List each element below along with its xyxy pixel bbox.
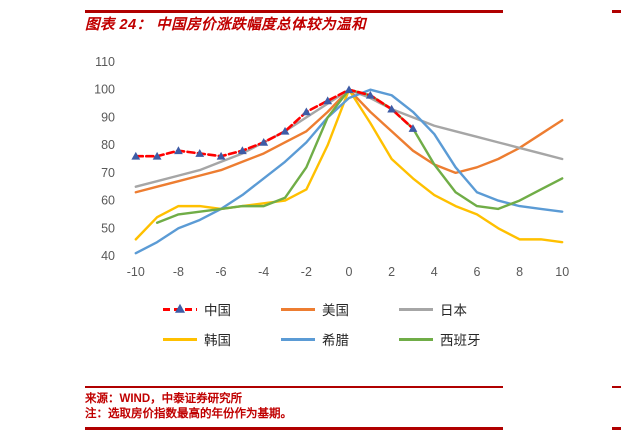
source-note: 来源：WIND，中泰证券研究所 xyxy=(85,393,243,405)
y-axis-tick-label: 80 xyxy=(101,138,115,152)
series-marker-china xyxy=(237,146,247,155)
series-marker-china xyxy=(195,149,205,157)
adjacent-panel-rule-fragment xyxy=(612,10,621,13)
series-marker-china xyxy=(259,137,269,146)
x-axis-tick-label: -10 xyxy=(127,265,145,279)
y-axis-tick-label: 60 xyxy=(101,194,115,208)
legend-line-sample-greece xyxy=(281,337,315,341)
series-marker-china xyxy=(344,85,354,94)
legend-triangle-marker-icon xyxy=(175,303,185,313)
x-axis-tick-label: -8 xyxy=(173,265,184,279)
series-marker-china xyxy=(301,107,311,116)
x-axis-tick-label: -2 xyxy=(301,265,312,279)
series-marker-china xyxy=(408,124,418,132)
x-axis-tick-label: -4 xyxy=(258,265,269,279)
series-marker-china xyxy=(323,96,333,105)
y-axis-tick-label: 90 xyxy=(101,110,115,124)
x-axis-tick-label: 8 xyxy=(516,265,523,279)
y-axis-tick-label: 110 xyxy=(95,55,115,69)
series-marker-china xyxy=(387,104,397,113)
legend-item-japan: 日本 xyxy=(399,299,517,319)
legend-label-spain: 西班牙 xyxy=(440,333,481,348)
legend-line-sample-japan xyxy=(399,307,433,311)
top-rule xyxy=(85,10,503,13)
x-axis-tick-label: 6 xyxy=(473,265,480,279)
series-line-greece xyxy=(134,88,564,255)
legend-item-korea: 韩国 xyxy=(163,329,281,349)
x-axis-tick-label: -6 xyxy=(216,265,227,279)
legend-line-sample-china xyxy=(163,303,197,313)
legend-line-sample-korea xyxy=(163,337,197,341)
x-axis-tick-label: 10 xyxy=(555,265,569,279)
series-line-japan xyxy=(134,88,564,188)
adjacent-panel-rule-fragment xyxy=(612,427,621,430)
legend-line-sample-usa xyxy=(281,307,315,311)
figure-title: 图表 24： 中国房价涨跌幅度总体较为温和 xyxy=(85,17,367,33)
legend-item-usa: 美国 xyxy=(281,299,399,319)
price-index-chart-svg: 110 100 90 80 70 60 50 40 -10 -8 -6 -4 -2 0 2 4 6 8 10 xyxy=(94,55,569,279)
x-axis-tick-label: 0 xyxy=(346,265,353,279)
legend-label-japan: 日本 xyxy=(440,303,467,318)
series-marker-china xyxy=(216,151,226,160)
series-marker-china xyxy=(152,151,162,160)
y-axis-tick-label: 50 xyxy=(101,221,115,235)
x-axis-tick-label: 2 xyxy=(388,265,395,279)
series-marker-china xyxy=(365,90,375,99)
legend-item-china: 中国 xyxy=(163,299,281,319)
y-axis-tick-label: 40 xyxy=(101,249,115,263)
footer-top-rule xyxy=(85,386,503,388)
series-marker-china xyxy=(174,146,183,155)
legend-label-china: 中国 xyxy=(204,303,231,318)
y-axis-tick-label: 70 xyxy=(101,166,115,180)
series-marker-china xyxy=(131,151,141,160)
legend-item-spain: 西班牙 xyxy=(399,329,517,349)
y-axis-tick-label: 100 xyxy=(94,83,115,97)
legend-label-usa: 美国 xyxy=(322,303,349,318)
x-axis-tick-label: 4 xyxy=(431,265,438,279)
series-line-usa xyxy=(134,88,564,194)
series-line-china xyxy=(134,88,415,158)
base-period-note: 注：选取房价指数最高的年份作为基期。 xyxy=(85,408,292,420)
legend-line-sample-spain xyxy=(399,337,433,341)
adjacent-panel-rule-fragment xyxy=(612,386,621,388)
chart-legend: 中国 美国 日本韩国 希腊 西班牙 xyxy=(110,299,570,349)
legend-label-greece: 希腊 xyxy=(322,333,349,348)
series-marker-china xyxy=(280,126,290,135)
legend-item-greece: 希腊 xyxy=(281,329,399,349)
legend-label-korea: 韩国 xyxy=(204,333,231,348)
footer-bottom-rule xyxy=(85,427,503,430)
